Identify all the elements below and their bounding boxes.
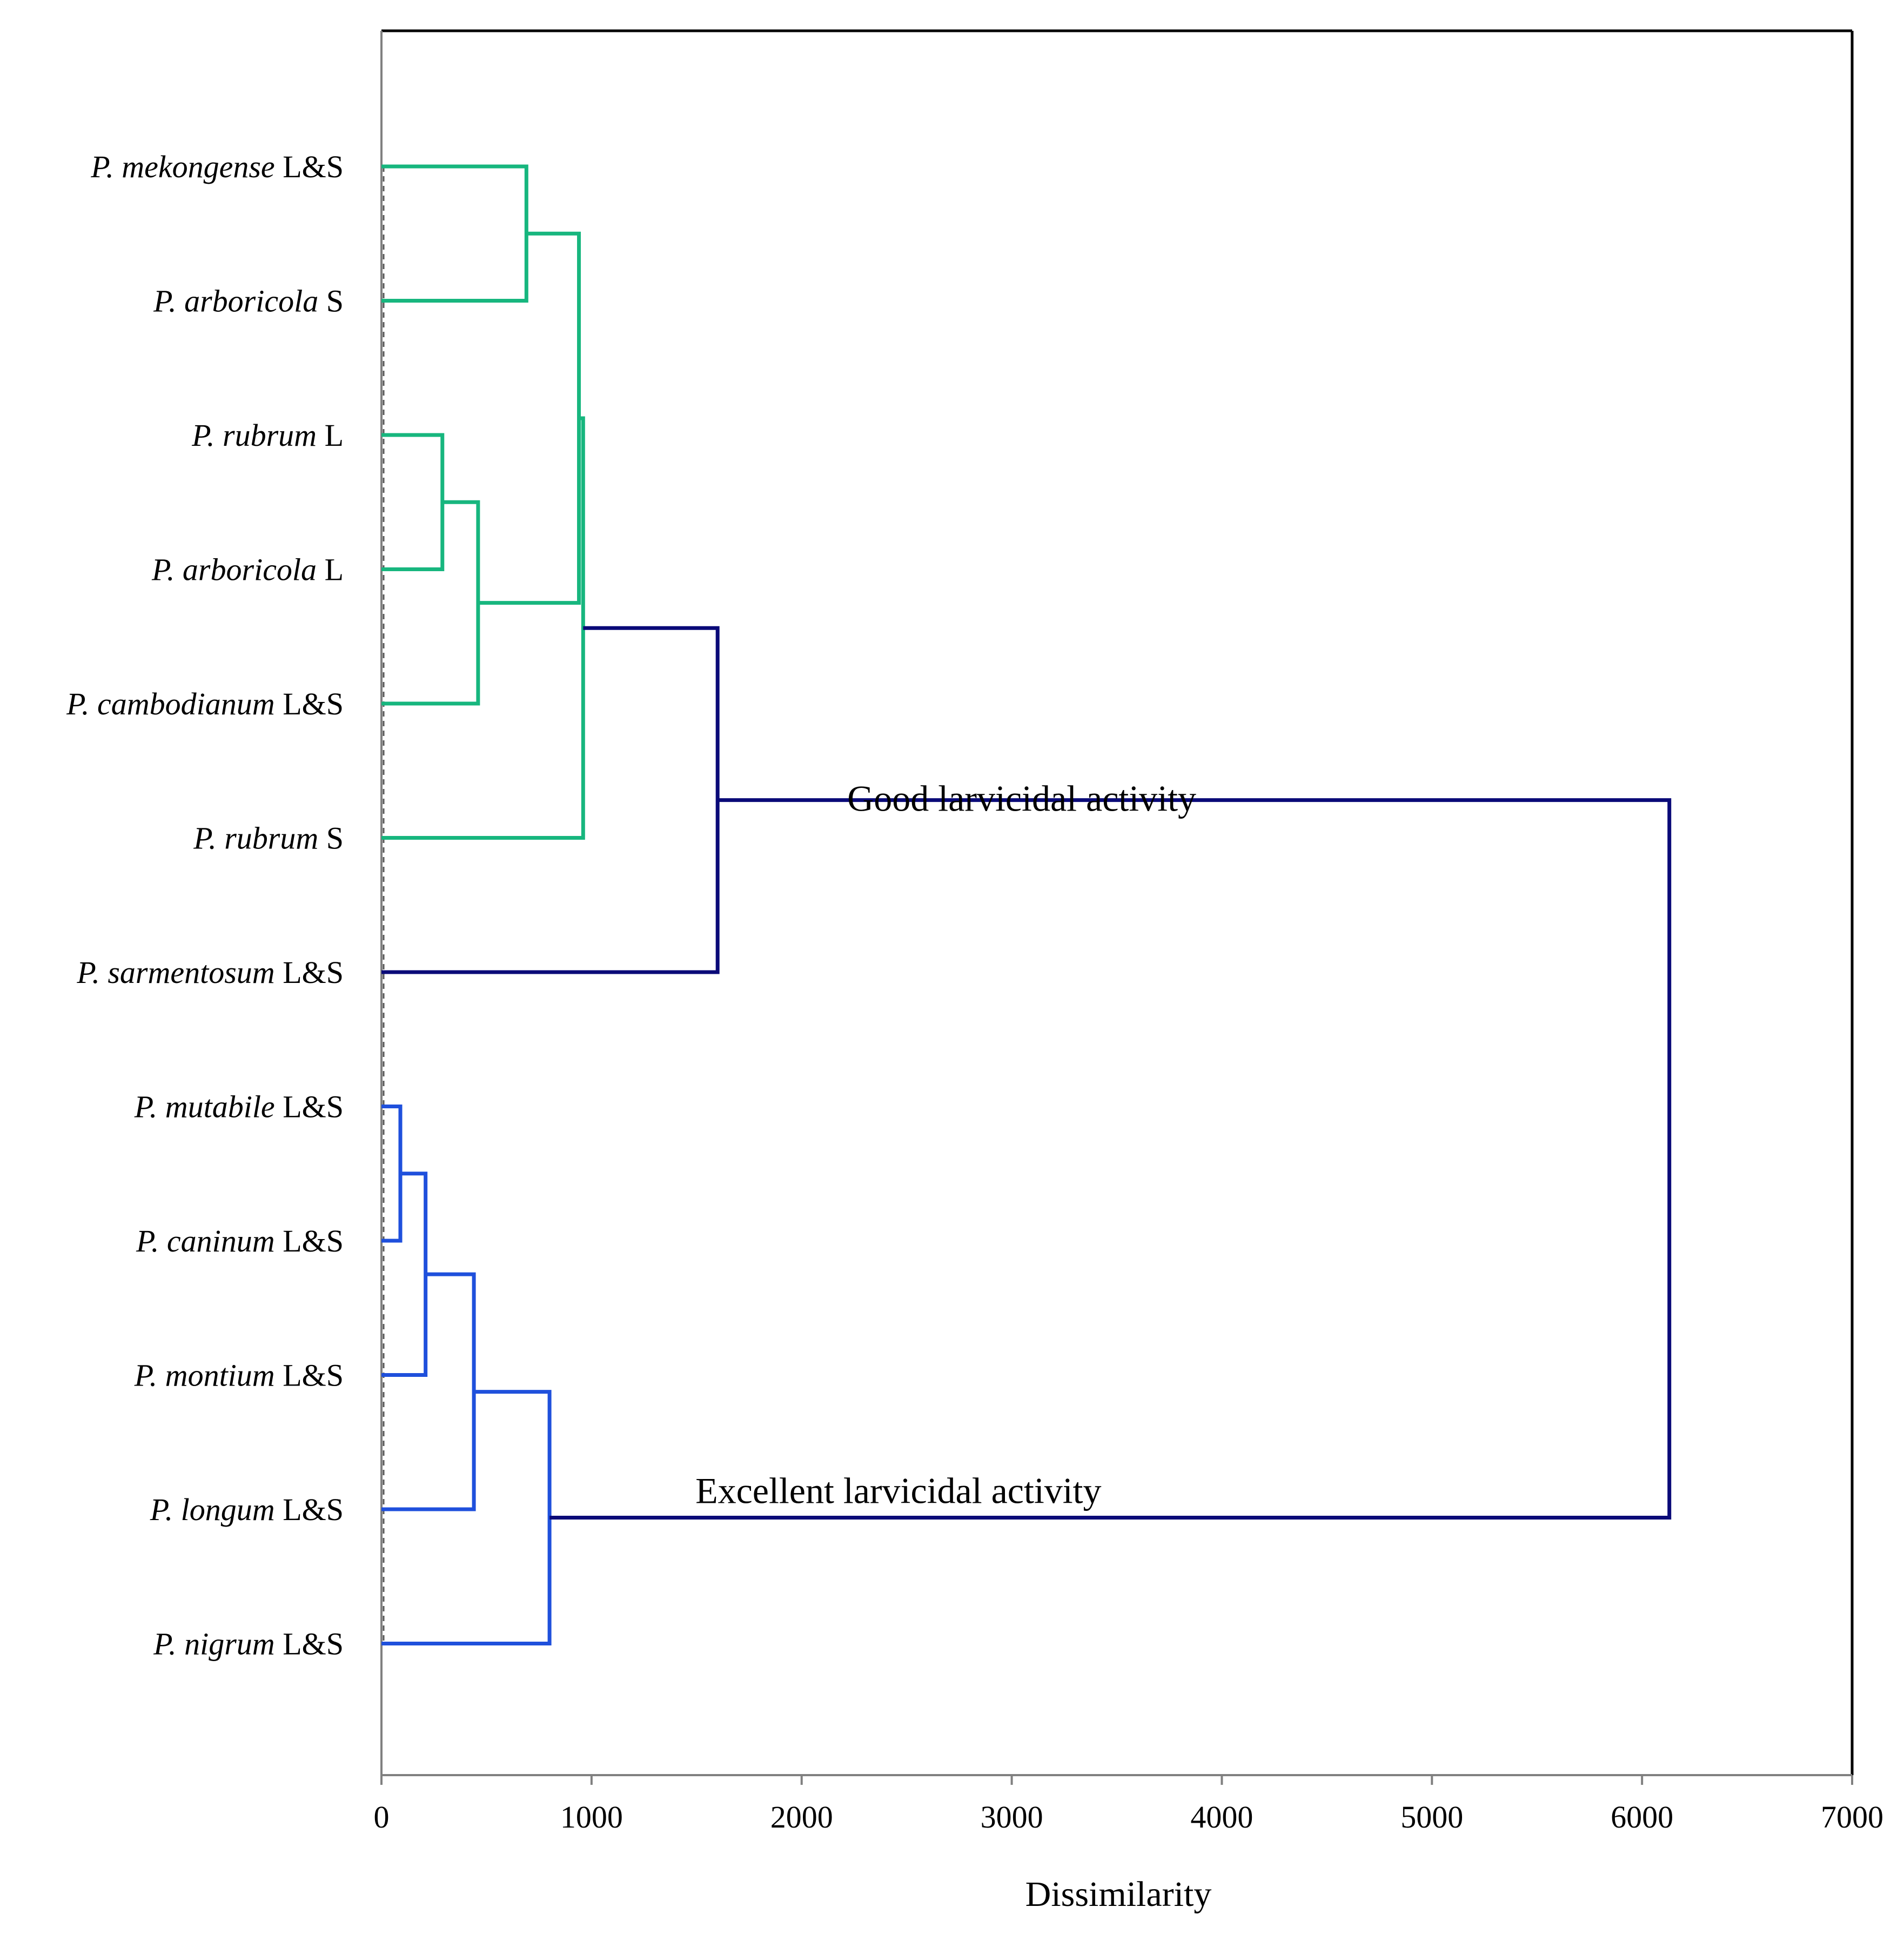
leaf-label: P. sarmentosum L&S (76, 955, 344, 990)
leaf-label: P. rubrum S (193, 821, 344, 856)
leaf-species: P. montium (134, 1358, 275, 1393)
x-tick-label: 3000 (981, 1799, 1043, 1835)
plot-frame (380, 29, 1854, 1776)
leaf-species: P. cambodianum (66, 686, 275, 721)
dendrogram-branch-A (381, 164, 528, 303)
dendrogram-branch-K (549, 798, 1672, 1520)
leaf-species: P. arboricola (153, 284, 318, 319)
leaf-part: L&S (275, 686, 344, 721)
cluster-annotations: Good larvicidal activity Excellent larvic… (695, 778, 1196, 1511)
leaf-labels: P. mekongense L&SP. arboricola SP. rubru… (66, 149, 344, 1662)
leaf-label: P. mutabile L&S (134, 1089, 344, 1125)
leaf-part: S (318, 821, 344, 856)
leaf-label: P. longum L&S (150, 1492, 344, 1527)
leaf-part: S (318, 284, 344, 319)
x-tick-label: 4000 (1190, 1799, 1253, 1835)
x-tick-label: 0 (374, 1799, 390, 1835)
x-axis-ticks: 0 1000 2000 3000 4000 5000 6000 7000 (374, 1775, 1883, 1835)
leaf-part: L&S (275, 1492, 344, 1527)
leaf-species: P. longum (150, 1492, 275, 1527)
leaf-label: P. arboricola L (151, 552, 344, 587)
dendrogram-branches (381, 164, 1672, 1645)
leaf-species: P. arboricola (151, 552, 317, 587)
x-tick-label: 5000 (1400, 1799, 1463, 1835)
dendrogram-branch-I (381, 1272, 476, 1511)
leaf-label: P. mekongense L&S (90, 149, 344, 184)
leaf-species: P. nigrum (153, 1627, 275, 1662)
leaf-label: P. cambodianum L&S (66, 686, 344, 721)
leaf-species: P. rubrum (193, 821, 318, 856)
leaf-part: L (317, 418, 344, 453)
leaf-part: L&S (275, 1627, 344, 1662)
x-tick-label: 6000 (1611, 1799, 1673, 1835)
dendrogram-branch-C (381, 500, 480, 706)
leaf-label: P. caninum L&S (136, 1223, 344, 1259)
x-tick-label: 7000 (1821, 1799, 1883, 1835)
leaf-part: L&S (275, 149, 344, 184)
leaf-part: L&S (275, 1223, 344, 1259)
leaf-part: L (317, 552, 344, 587)
leaf-label: P. rubrum L (191, 418, 344, 453)
leaf-species: P. sarmentosum (76, 955, 274, 990)
leaf-part: L&S (275, 1089, 344, 1125)
x-axis-title: Dissimilarity (1025, 1875, 1212, 1914)
leaf-species: P. rubrum (191, 418, 317, 453)
leaf-part: L&S (275, 955, 344, 990)
leaf-part: L&S (275, 1358, 344, 1393)
leaf-label: P. arboricola S (153, 284, 344, 319)
dendrogram-branch-G (381, 1105, 403, 1243)
cluster-annotation: Good larvicidal activity (847, 778, 1196, 819)
x-tick-label: 2000 (770, 1799, 833, 1835)
dendrogram-branch-E (381, 416, 585, 840)
leaf-label: P. montium L&S (134, 1358, 344, 1393)
leaf-label: P. nigrum L&S (153, 1627, 344, 1662)
leaf-species: P. mekongense (90, 149, 274, 184)
leaf-species: P. caninum (136, 1223, 275, 1259)
x-tick-label: 1000 (560, 1799, 623, 1835)
dendrogram-branch-F (381, 626, 720, 974)
leaf-species: P. mutabile (134, 1089, 275, 1125)
cluster-annotation: Excellent larvicidal activity (695, 1470, 1101, 1511)
